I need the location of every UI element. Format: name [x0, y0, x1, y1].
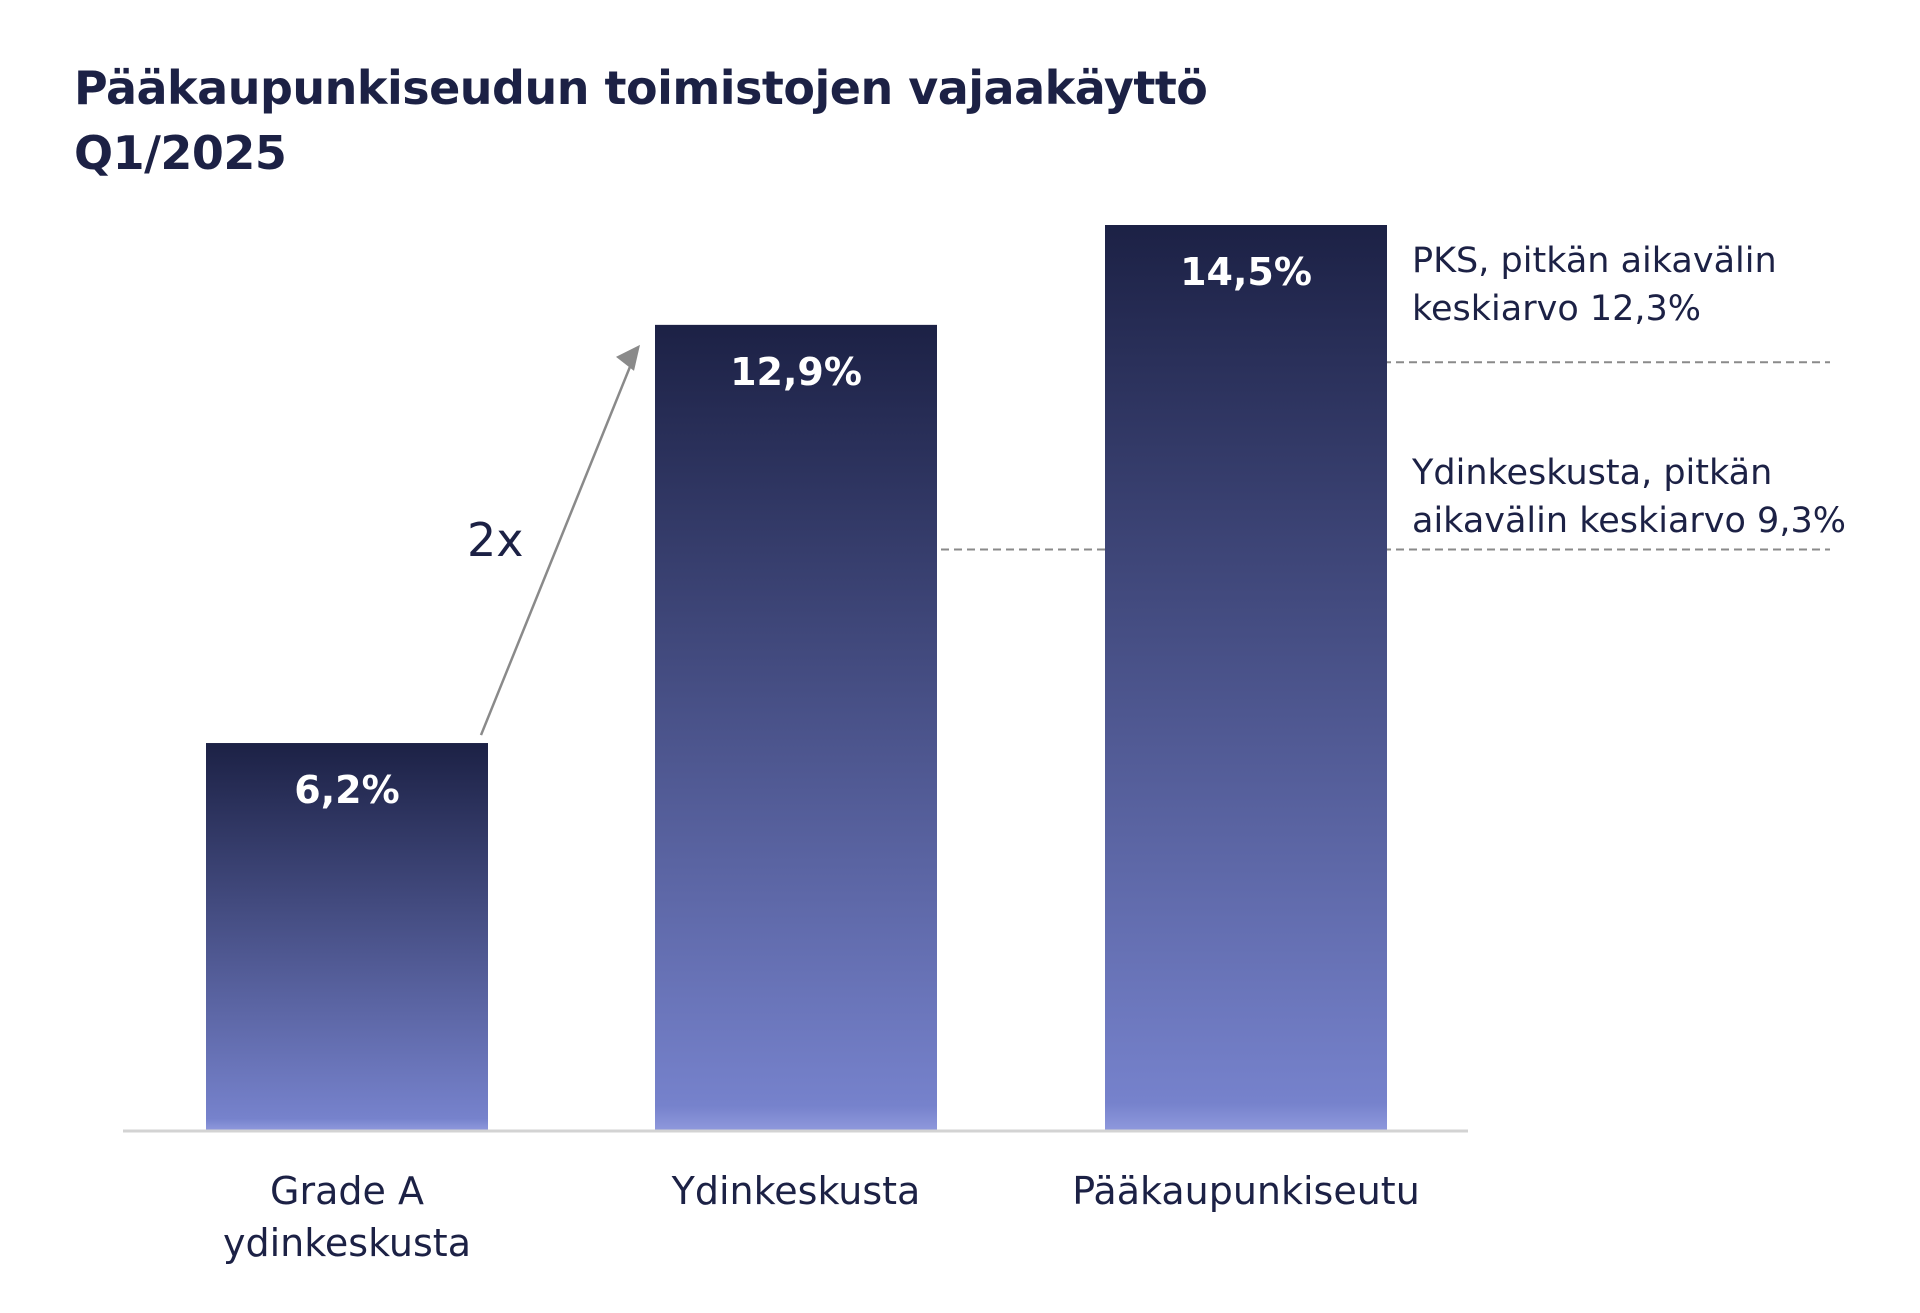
- bar-value-label-2: 14,5%: [1180, 250, 1312, 294]
- category-label-2-line-0: Pääkaupunkiseutu: [1072, 1169, 1420, 1213]
- bar-value-label-0: 6,2%: [294, 768, 399, 812]
- reference-note-1-line-1: aikavälin keskiarvo 9,3%: [1412, 501, 1846, 541]
- category-label-0-line-1: ydinkeskusta: [223, 1221, 471, 1265]
- bar-1: [655, 324, 937, 1130]
- category-label-1-line-0: Ydinkeskusta: [671, 1169, 921, 1213]
- bar-value-label-1: 12,9%: [730, 350, 862, 394]
- bar-0: [206, 743, 488, 1130]
- reference-note-0-line-1: keskiarvo 12,3%: [1412, 289, 1701, 329]
- reference-note-0-line-0: PKS, pitkän aikavälin: [1412, 241, 1777, 281]
- bar-2: [1105, 225, 1387, 1130]
- category-label-0-line-0: Grade A: [270, 1169, 424, 1213]
- growth-annotation-label: 2x: [467, 513, 524, 567]
- growth-arrow-head-icon: [616, 344, 640, 371]
- chart-title-line-1: Pääkaupunkiseudun toimistojen vajaakäytt…: [74, 61, 1208, 115]
- growth-arrow-line: [479, 356, 636, 736]
- reference-note-1-line-0: Ydinkeskusta, pitkän: [1411, 453, 1772, 493]
- chart-title-line-2: Q1/2025: [74, 126, 287, 180]
- chart-title: Pääkaupunkiseudun toimistojen vajaakäytt…: [74, 56, 1208, 186]
